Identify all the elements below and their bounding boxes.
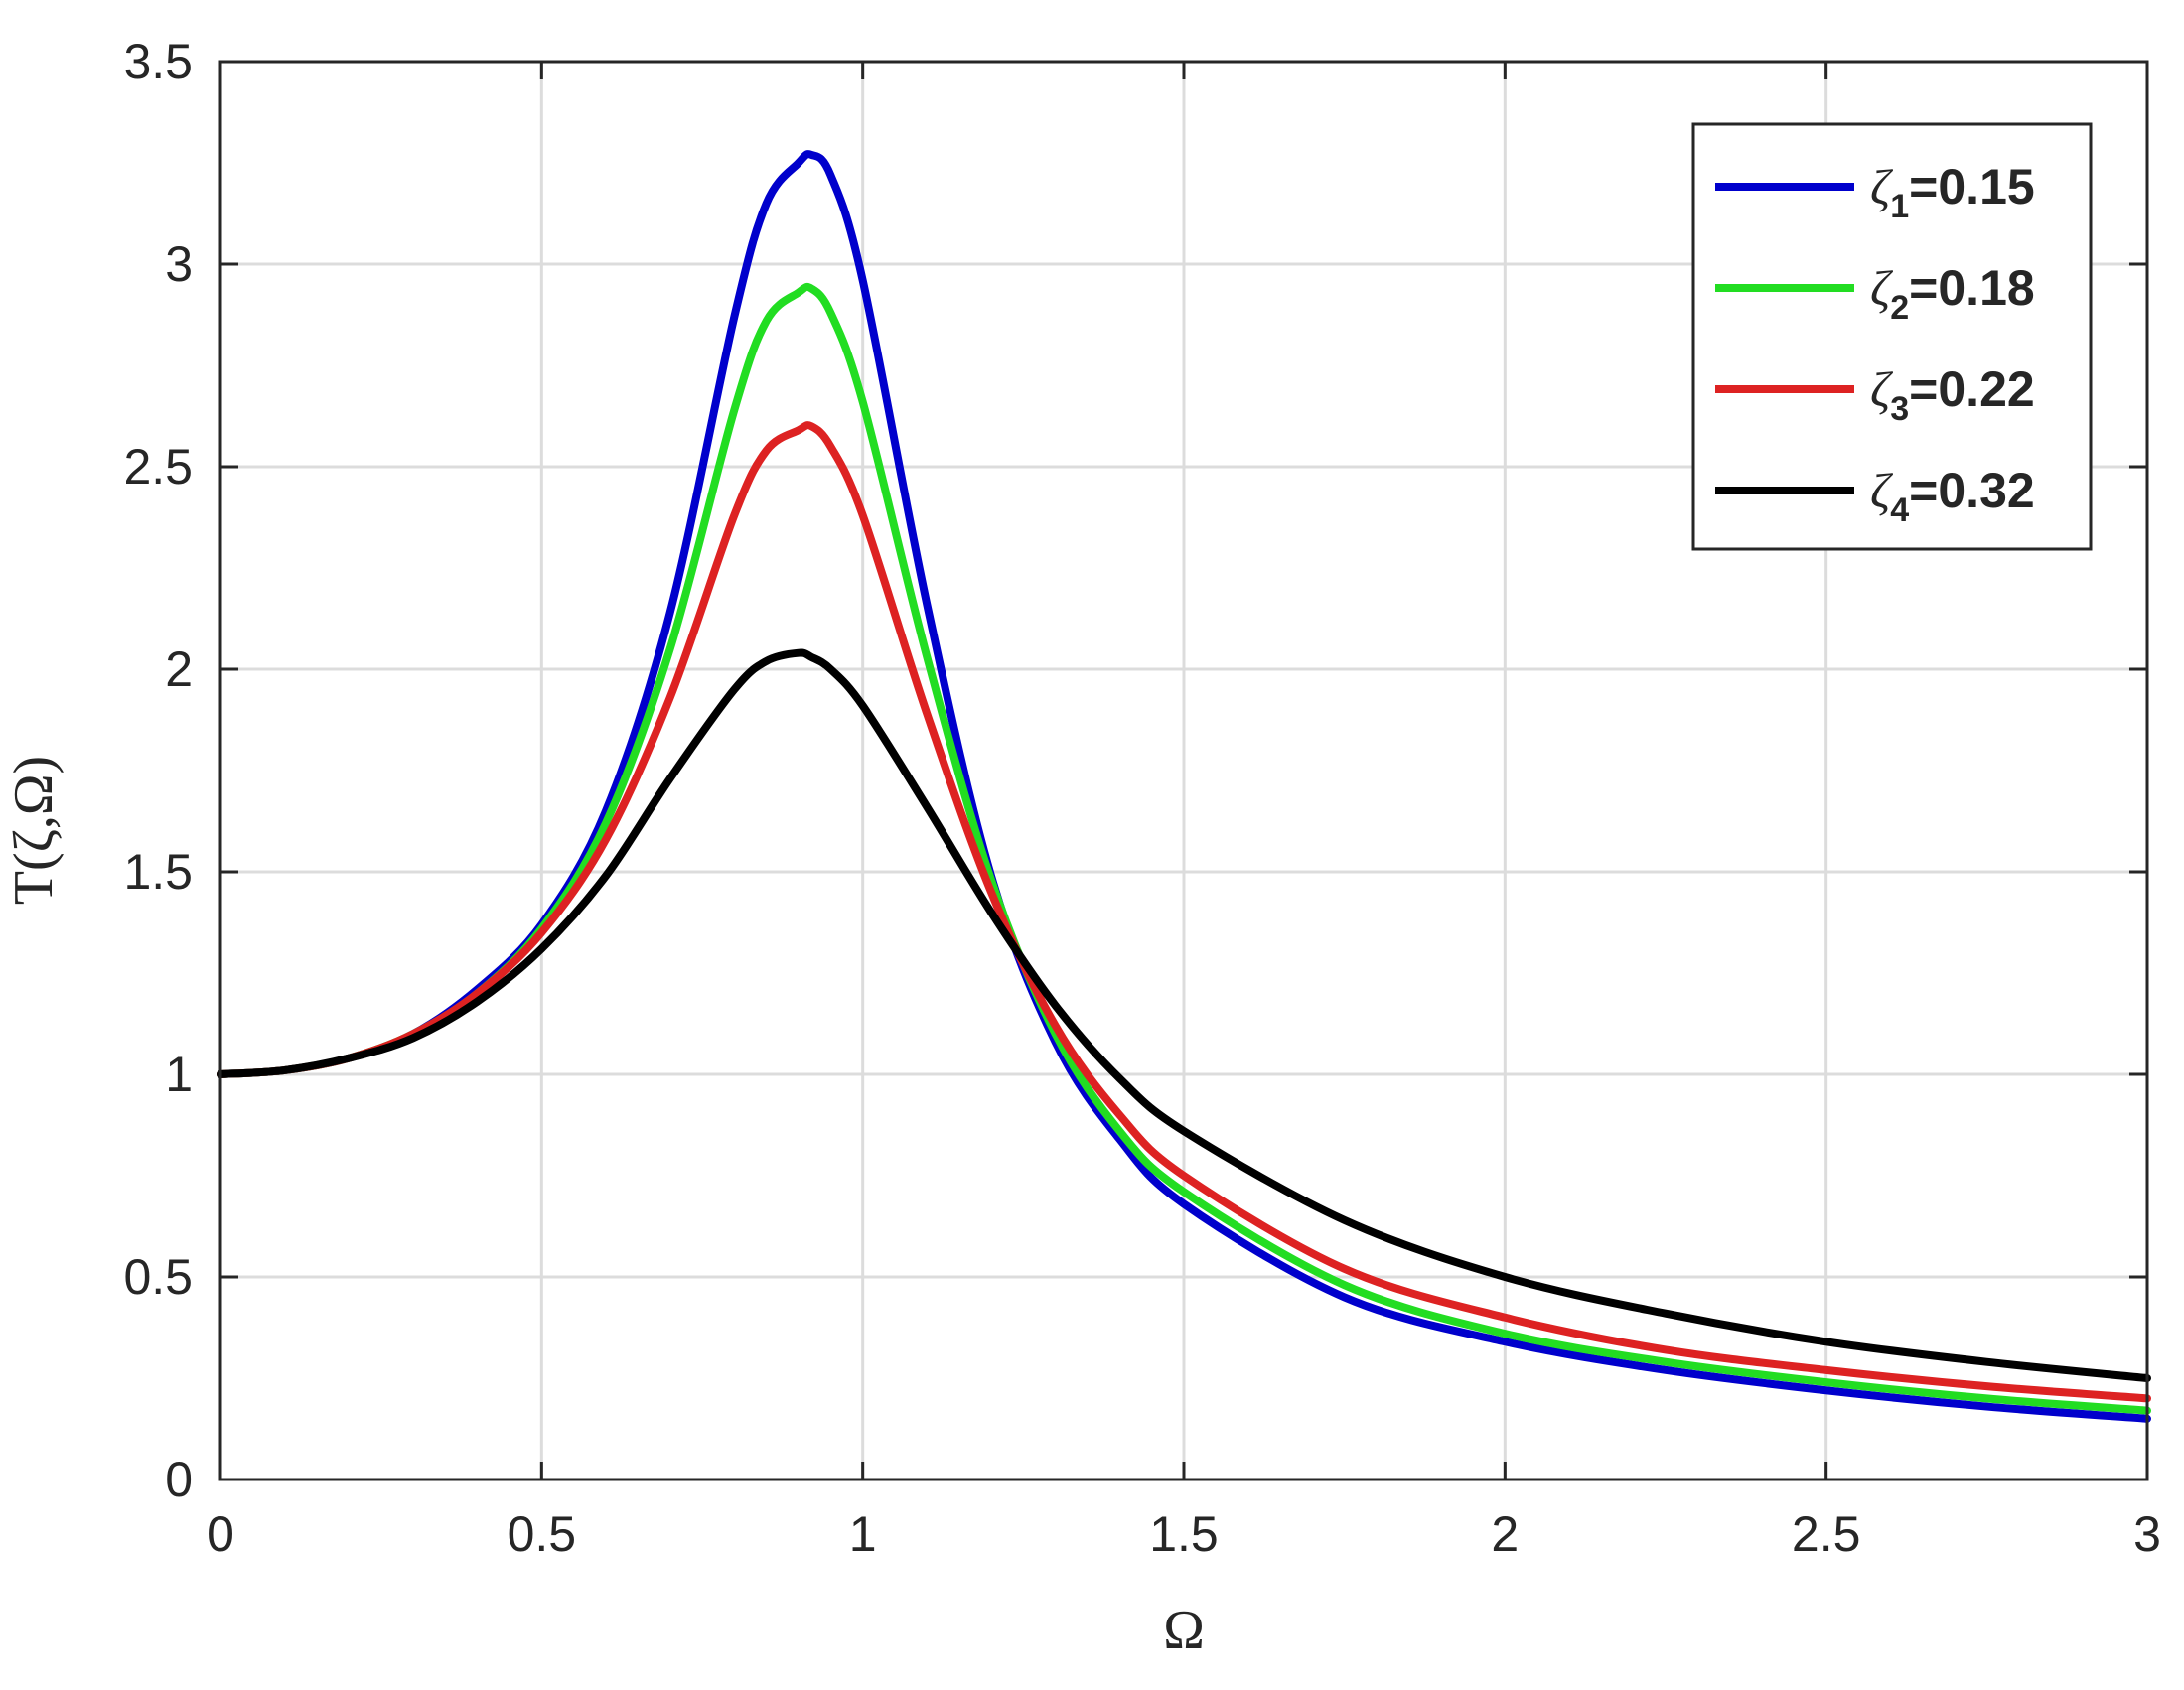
y-tick-label: 1.5 [123, 844, 193, 900]
legend-symbol: ζ [1870, 159, 1894, 214]
y-tick-label: 2 [165, 641, 193, 697]
series-lines [217, 150, 2151, 1423]
x-tick-label: 0.5 [508, 1506, 577, 1562]
y-tick-label: 0.5 [123, 1249, 193, 1305]
series-line-4 [217, 648, 2151, 1382]
y-tick-label: 0 [165, 1452, 193, 1507]
x-tick-labels: 0 0.5 1 1.5 2 2.5 3 [207, 1506, 2161, 1562]
x-tick-label: 1.5 [1149, 1506, 1219, 1562]
legend-subscript: 1 [1890, 188, 1909, 225]
legend-label: ζ1=0.15 [1870, 159, 2035, 225]
legend-value: =0.15 [1909, 159, 2035, 214]
plot-frame [218, 60, 2149, 1481]
legend-box [1691, 122, 2093, 551]
x-axis-title: Ω [1163, 1600, 1205, 1661]
x-tick-label: 1 [849, 1506, 877, 1562]
legend-subscript: 3 [1890, 390, 1909, 428]
x-tick-label: 3 [2133, 1506, 2161, 1562]
x-tick-label: 2.5 [1792, 1506, 1861, 1562]
legend-value: =0.18 [1909, 260, 2035, 316]
legend-symbol: ζ [1870, 361, 1894, 417]
legend-value: =0.22 [1909, 361, 2035, 417]
legend-label: ζ2=0.18 [1870, 260, 2035, 327]
y-tick-label: 3.5 [123, 34, 193, 89]
y-axis-title: T(ζ,Ω) [3, 756, 65, 905]
legend-label: ζ4=0.32 [1870, 463, 2035, 529]
y-tick-labels: 0 0.5 1 1.5 2 2.5 3 3.5 [123, 34, 193, 1507]
legend-symbol: ζ [1870, 260, 1894, 316]
y-tick-label: 1 [165, 1047, 193, 1102]
legend-subscript: 2 [1890, 289, 1909, 327]
x-tick-label: 0 [207, 1506, 234, 1562]
x-tick-label: 2 [1491, 1506, 1519, 1562]
legend-symbol: ζ [1870, 463, 1894, 518]
series-line-3 [217, 421, 2151, 1403]
y-tick-label: 3 [165, 236, 193, 292]
legend-label: ζ3=0.22 [1870, 361, 2035, 428]
legend-subscript: 4 [1890, 492, 1909, 529]
y-tick-label: 2.5 [123, 439, 193, 494]
legend-value: =0.32 [1909, 463, 2035, 518]
